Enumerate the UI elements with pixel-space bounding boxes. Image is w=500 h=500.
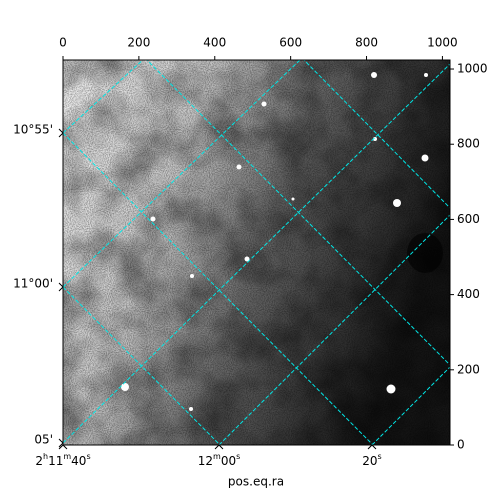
ra-tick-label: 12m00s [198,452,241,468]
dec-tick [58,128,64,138]
y-tick-label: 1000 [457,62,488,76]
sky-image [63,60,450,445]
ra-tick-label: 20s [362,452,381,468]
x-tick-label: 0 [59,36,67,50]
y-tick-label: 400 [457,287,480,301]
ra-tick [214,444,224,450]
x-tick-label: 400 [203,36,226,50]
plot-frame [62,59,451,446]
y-tick-label: 200 [457,362,480,376]
dec-tick-label: 10°55' [13,123,53,137]
x-tick-label: 200 [127,36,150,50]
x-axis-label: pos.eq.ra [228,475,284,489]
dec-tick-label: 05' [34,433,53,447]
y-tick-label: 600 [457,212,480,226]
stars [121,72,429,411]
dec-tick [58,282,64,292]
x-tick-label: 800 [355,36,378,50]
coordinate-grid [63,60,450,445]
dec-tick-label: 11°00' [13,277,53,291]
x-tick-label: 1000 [427,36,458,50]
dec-tick [58,438,64,448]
x-tick-label: 600 [279,36,302,50]
y-tick-label: 0 [457,438,465,452]
ra-tick-label: 2h11m40s [35,452,90,468]
ra-tick [58,444,68,450]
y-tick-label: 800 [457,137,480,151]
ra-tick [367,444,377,450]
